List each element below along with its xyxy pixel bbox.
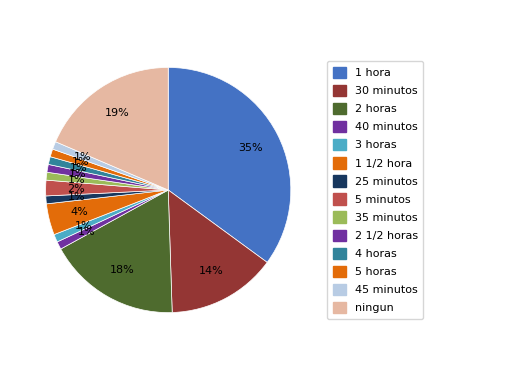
Wedge shape	[168, 190, 267, 312]
Wedge shape	[168, 67, 291, 262]
Text: 14%: 14%	[199, 266, 223, 276]
Wedge shape	[57, 190, 168, 249]
Text: 18%: 18%	[110, 265, 135, 275]
Text: 1%: 1%	[69, 169, 87, 179]
Wedge shape	[45, 180, 168, 196]
Text: 4%: 4%	[70, 207, 88, 217]
Text: 1%: 1%	[72, 157, 89, 167]
Text: 2%: 2%	[68, 184, 85, 193]
Wedge shape	[50, 149, 168, 190]
Wedge shape	[47, 165, 168, 190]
Text: 1%: 1%	[75, 221, 92, 231]
Wedge shape	[54, 190, 168, 242]
Wedge shape	[61, 190, 172, 313]
Wedge shape	[46, 190, 168, 234]
Wedge shape	[46, 190, 168, 204]
Wedge shape	[49, 157, 168, 190]
Wedge shape	[55, 67, 168, 190]
Text: 35%: 35%	[238, 143, 262, 154]
Text: 1%: 1%	[70, 163, 88, 173]
Text: 1%: 1%	[74, 152, 91, 162]
Legend: 1 hora, 30 minutos, 2 horas, 40 minutos, 3 horas, 1 1/2 hora, 25 minutos, 5 minu: 1 hora, 30 minutos, 2 horas, 40 minutos,…	[327, 61, 423, 319]
Text: 1%: 1%	[78, 226, 95, 237]
Wedge shape	[53, 142, 168, 190]
Wedge shape	[46, 172, 168, 190]
Text: 1%: 1%	[68, 192, 86, 203]
Text: 19%: 19%	[105, 108, 130, 118]
Text: 1%: 1%	[68, 174, 86, 185]
